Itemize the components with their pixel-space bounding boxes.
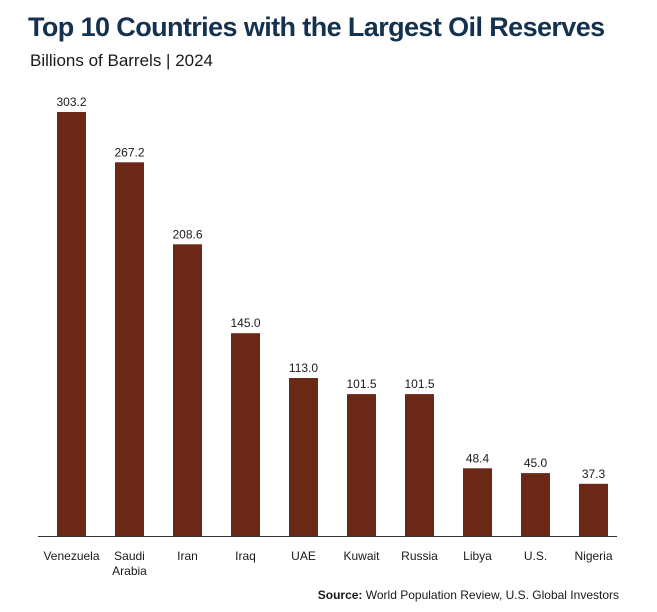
bar-nigeria (579, 483, 608, 536)
value-label: 37.3 (582, 467, 606, 481)
category-label: Kuwait (343, 549, 380, 563)
value-label: 267.2 (114, 145, 144, 159)
value-label: 208.6 (172, 227, 202, 241)
bar-iraq (231, 333, 260, 536)
category-label: Russia (401, 549, 438, 563)
value-label: 101.5 (346, 377, 376, 391)
chart-subtitle: Billions of Barrels | 2024 (30, 51, 214, 70)
category-label: Iraq (235, 549, 256, 563)
bar-u-s (521, 473, 550, 536)
category-label: Libya (463, 549, 492, 563)
source-label: Source: (317, 588, 363, 602)
value-label: 113.0 (289, 361, 318, 375)
value-label: 101.5 (404, 377, 434, 391)
source-text: World Population Review, U.S. Global Inv… (365, 588, 619, 602)
bar-russia (405, 394, 434, 536)
chart-title: Top 10 Countries with the Largest Oil Re… (28, 12, 605, 42)
value-label: 145.0 (230, 316, 260, 330)
bar-uae (289, 378, 318, 536)
category-label: UAE (291, 549, 316, 563)
category-label: Nigeria (574, 549, 612, 563)
bar-libya (463, 468, 492, 536)
value-label: 303.2 (56, 95, 86, 109)
category-label: Saudi Arabia (112, 549, 147, 578)
bar-venezuela (57, 112, 86, 536)
category-label: Venezuela (43, 549, 99, 563)
value-label: 45.0 (524, 456, 548, 470)
bar-saudi-arabia (115, 162, 144, 537)
category-label: U.S. (524, 549, 547, 563)
category-label: Iran (177, 549, 198, 563)
bar-kuwait (347, 394, 376, 536)
value-label: 48.4 (466, 451, 490, 465)
source-note: Source: World Population Review, U.S. Gl… (318, 588, 619, 602)
bar-iran (173, 244, 202, 537)
